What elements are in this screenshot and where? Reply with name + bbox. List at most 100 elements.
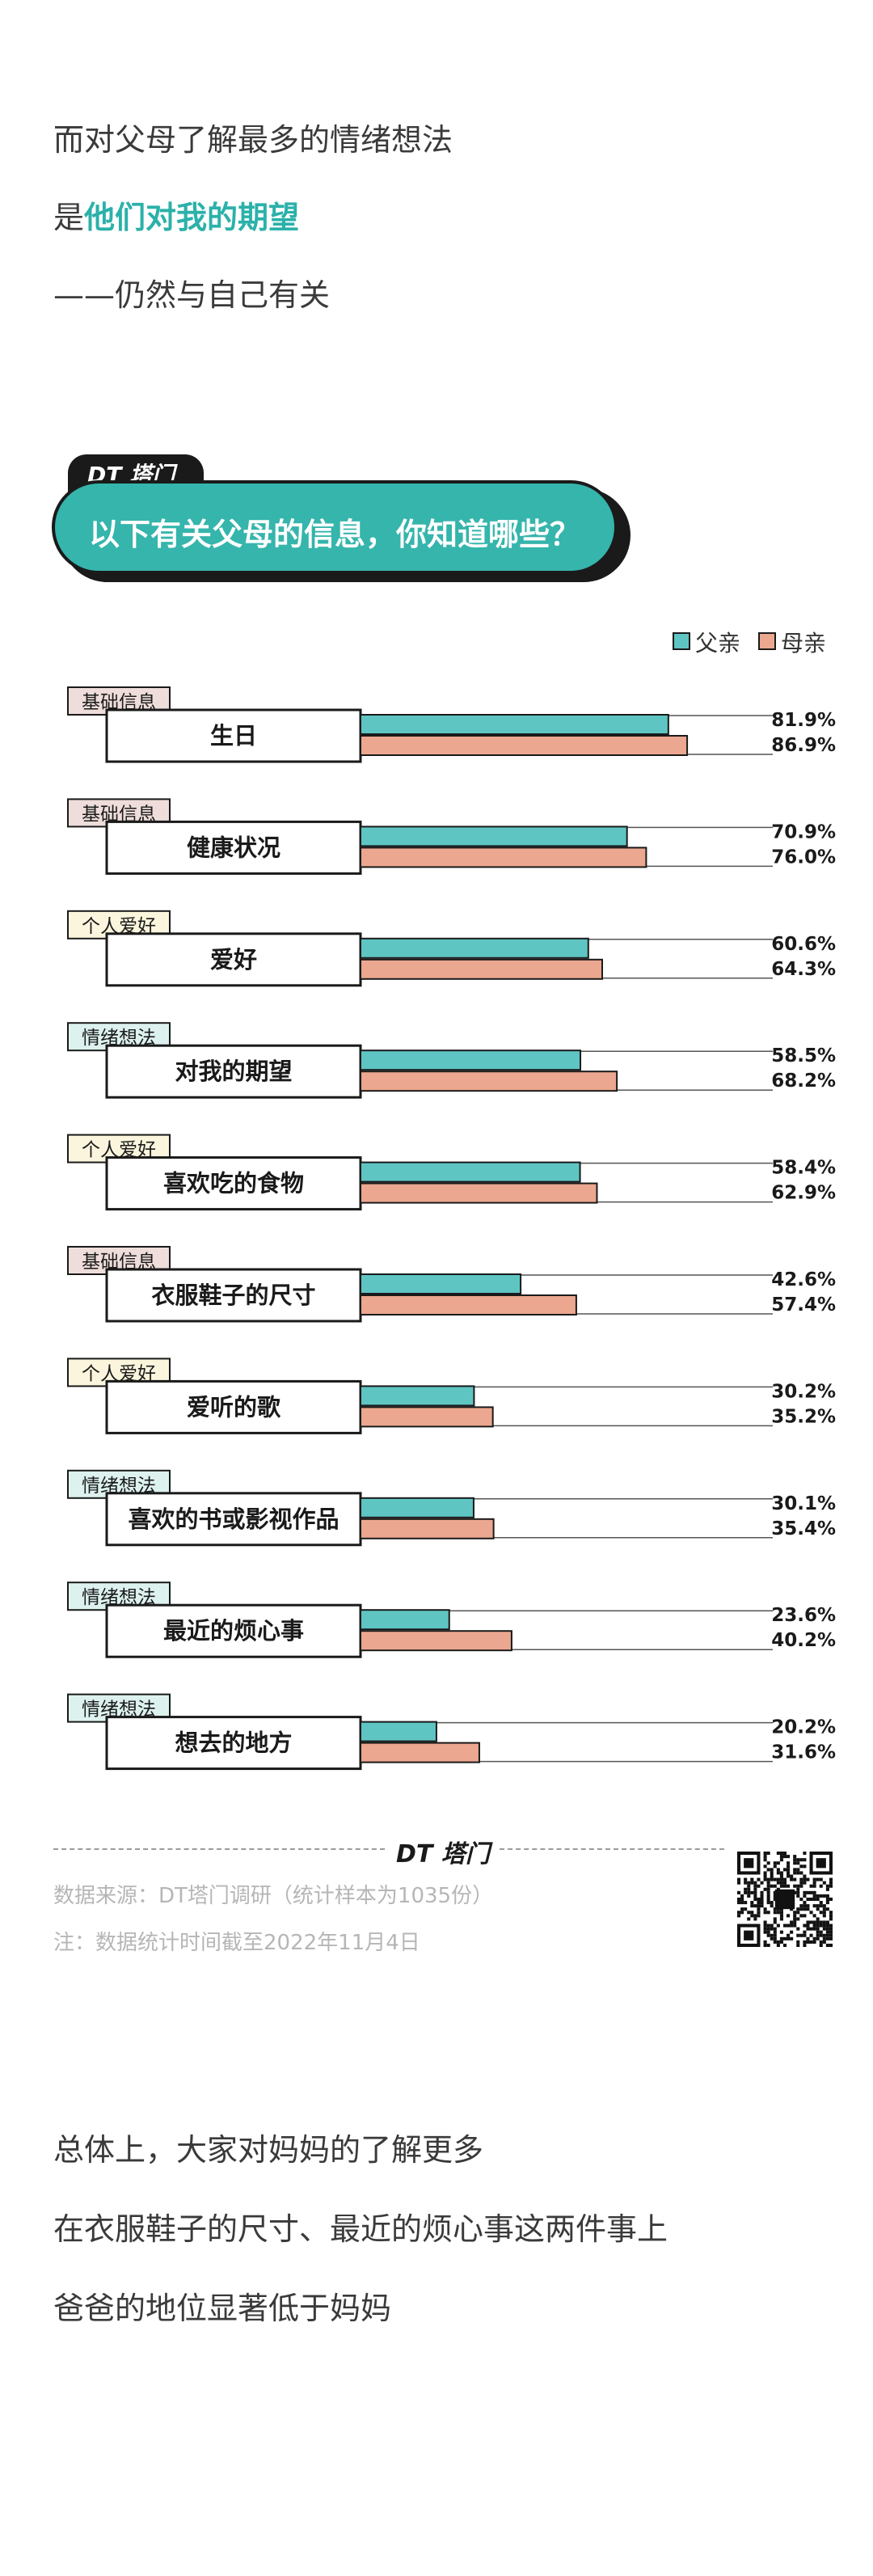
category-tag-label: 个人爱好 xyxy=(82,1140,156,1161)
bar-father xyxy=(360,1721,437,1742)
value-label-mother: 31.6% xyxy=(771,1742,836,1763)
bar-father xyxy=(360,1609,450,1631)
category-label: 最近的烦心事 xyxy=(163,1617,304,1645)
outro-line-1: 总体上，大家对妈妈的了解更多 xyxy=(53,2132,484,2168)
bar-mother xyxy=(360,1630,512,1652)
category-tag-label: 情绪想法 xyxy=(82,1587,156,1608)
data-note: 注：数据统计时间截至2022年11月4日 xyxy=(53,1931,420,1955)
category-tag xyxy=(67,1693,171,1723)
category-tag-label: 个人爱好 xyxy=(82,1363,156,1384)
category-label-box xyxy=(105,1716,362,1771)
intro-line-2: 是他们对我的期望 xyxy=(53,192,299,237)
category-tag-label: 情绪想法 xyxy=(82,1476,156,1497)
category-label-box xyxy=(105,1379,362,1434)
title-card xyxy=(52,480,618,574)
legend-mother-swatch xyxy=(758,632,776,650)
category-label: 健康状况 xyxy=(187,834,280,861)
category-label-box xyxy=(105,1156,362,1211)
bar-mother xyxy=(360,1518,495,1539)
bar-mother xyxy=(360,1182,598,1204)
category-label-box xyxy=(105,1603,362,1658)
category-tag xyxy=(67,1022,171,1052)
category-tag xyxy=(67,686,171,716)
value-label-mother: 86.9% xyxy=(771,735,836,756)
category-tag-label: 情绪想法 xyxy=(82,1700,156,1721)
value-label-father: 70.9% xyxy=(771,821,836,842)
footer-dt-logo: DT 塔门 xyxy=(396,1840,490,1869)
intro-line-3: ——仍然与自己有关 xyxy=(53,277,331,313)
category-tag xyxy=(67,1358,171,1387)
value-label-father: 60.6% xyxy=(771,934,836,955)
intro-line-2-prefix: 是 xyxy=(53,200,85,235)
category-label: 想去的地方 xyxy=(175,1729,292,1757)
value-label-mother: 57.4% xyxy=(771,1294,836,1315)
category-tag-label: 个人爱好 xyxy=(82,916,156,937)
category-label-box xyxy=(105,708,362,763)
bar-father xyxy=(360,1161,581,1183)
divider-left xyxy=(53,1848,385,1850)
value-label-mother: 40.2% xyxy=(771,1630,836,1651)
value-label-mother: 35.4% xyxy=(771,1518,836,1539)
bar-mother xyxy=(360,958,603,980)
category-tag-label: 基础信息 xyxy=(82,1252,156,1273)
category-label-box xyxy=(105,1268,362,1323)
category-tag xyxy=(67,1469,171,1499)
legend-mother-label: 母亲 xyxy=(781,630,827,657)
bar-father xyxy=(360,714,669,735)
value-label-mother: 62.9% xyxy=(771,1183,836,1204)
value-label-father: 42.6% xyxy=(771,1269,836,1290)
category-label-box xyxy=(105,820,362,875)
value-label-father: 30.2% xyxy=(771,1381,836,1402)
category-label: 爱听的歌 xyxy=(187,1393,281,1421)
value-label-father: 20.2% xyxy=(771,1717,836,1738)
category-tag-label: 情绪想法 xyxy=(82,1028,156,1049)
bar-father xyxy=(360,1385,475,1407)
bar-mother xyxy=(360,1742,480,1763)
category-label: 爱好 xyxy=(210,946,257,973)
intro-highlight: 他们对我的期望 xyxy=(84,200,300,235)
category-label: 衣服鞋子的尺寸 xyxy=(151,1282,315,1309)
category-tag-label: 基础信息 xyxy=(82,804,156,825)
category-tag xyxy=(67,1581,171,1611)
category-label-box xyxy=(105,1492,362,1547)
intro-line-1: 而对父母了解最多的情绪想法 xyxy=(53,122,453,158)
chart-title: 以下有关父母的信息，你知道哪些？ xyxy=(89,517,581,552)
data-source: 数据来源：DT塔门调研（统计样本为1035份） xyxy=(53,1884,494,1908)
value-label-mother: 35.2% xyxy=(771,1406,836,1427)
category-label: 对我的期望 xyxy=(175,1058,292,1085)
divider-right xyxy=(500,1848,724,1850)
category-label: 生日 xyxy=(210,722,257,750)
category-tag xyxy=(67,798,171,828)
value-label-father: 81.9% xyxy=(771,710,836,731)
value-label-father: 30.1% xyxy=(771,1493,836,1514)
value-label-father: 23.6% xyxy=(771,1605,836,1626)
bar-father xyxy=(360,1049,582,1071)
bar-mother xyxy=(360,1071,618,1092)
bar-mother xyxy=(360,1294,577,1315)
value-label-mother: 64.3% xyxy=(771,959,836,980)
bar-father xyxy=(360,1497,474,1518)
category-tag xyxy=(67,1134,171,1163)
category-tag xyxy=(67,910,171,940)
bar-father xyxy=(360,937,589,959)
legend-father-swatch xyxy=(673,632,690,650)
bar-mother xyxy=(360,1406,494,1428)
value-label-father: 58.5% xyxy=(771,1045,836,1066)
value-label-father: 58.4% xyxy=(771,1158,836,1179)
bar-father xyxy=(360,1273,522,1294)
outro-line-3: 爸爸的地位显著低于妈妈 xyxy=(53,2291,392,2326)
outro-line-2: 在衣服鞋子的尺寸、最近的烦心事这两件事上 xyxy=(53,2211,668,2247)
value-label-mother: 76.0% xyxy=(771,847,836,868)
bar-mother xyxy=(360,735,689,756)
category-label: 喜欢的书或影视作品 xyxy=(128,1505,339,1533)
value-label-mother: 68.2% xyxy=(771,1071,836,1092)
legend-father-label: 父亲 xyxy=(695,630,741,657)
category-tag xyxy=(67,1246,171,1275)
category-tag-label: 基础信息 xyxy=(82,692,156,713)
category-label-box xyxy=(105,932,362,987)
category-label-box xyxy=(105,1044,362,1099)
qr-code-icon xyxy=(737,1852,833,1947)
bar-mother xyxy=(360,847,647,868)
bar-father xyxy=(360,826,628,847)
